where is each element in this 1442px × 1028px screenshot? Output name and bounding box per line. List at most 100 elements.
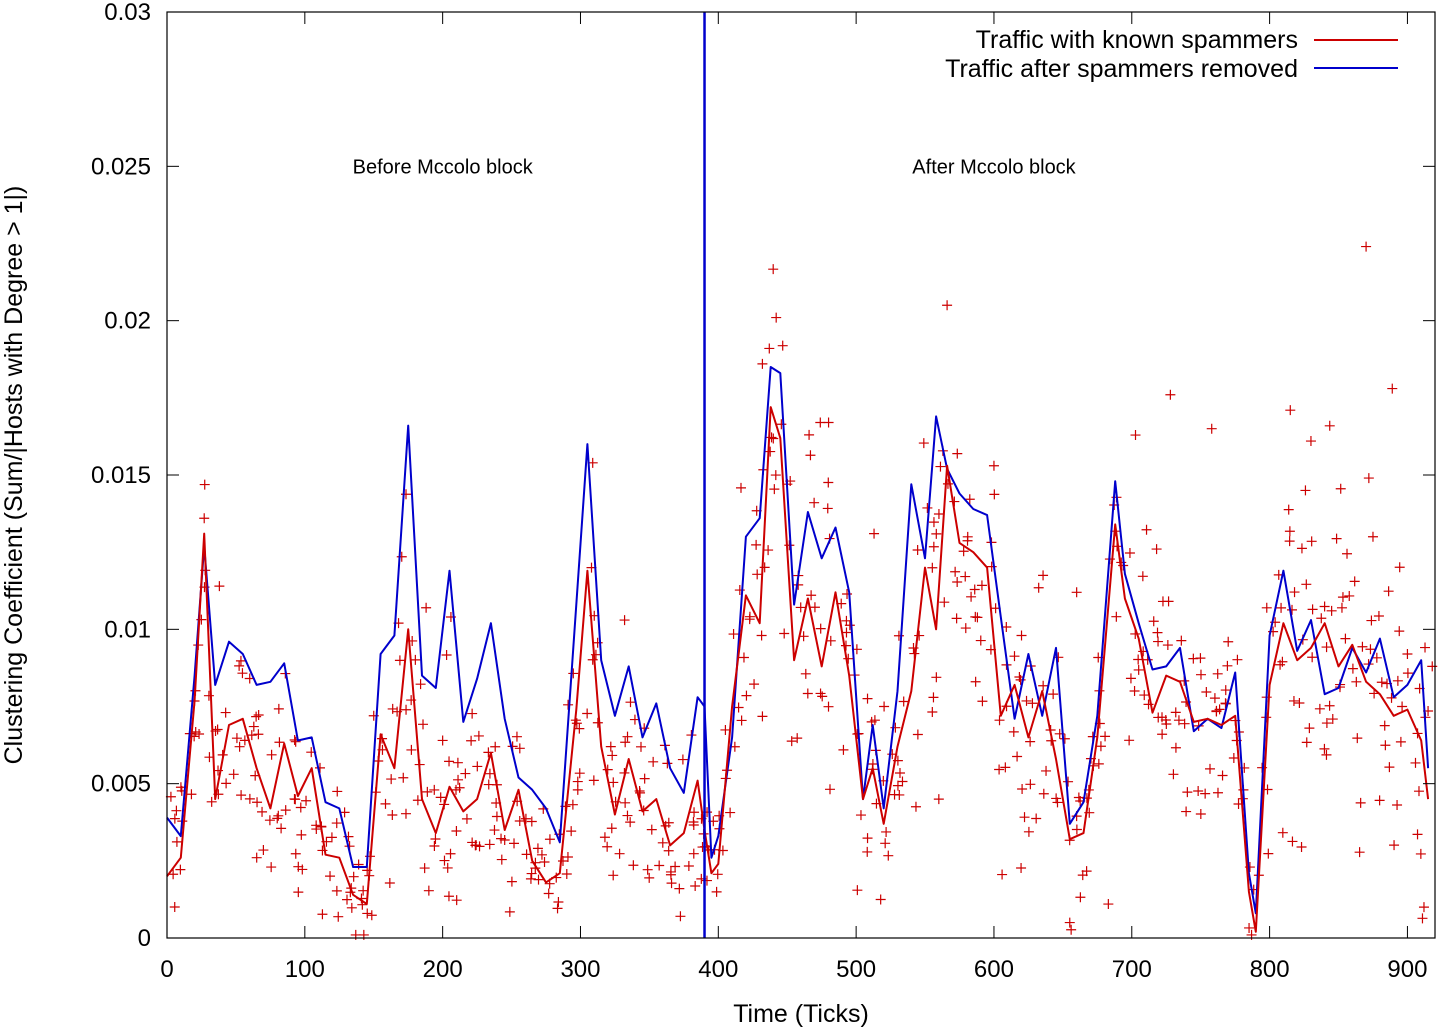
scatter-point (199, 479, 210, 490)
scatter-point (1228, 753, 1239, 764)
y-tick-label: 0.015 (91, 462, 151, 489)
scatter-point (1059, 733, 1070, 744)
scatter-point (295, 802, 306, 813)
scatter-point (1232, 654, 1243, 665)
scatter-point (1201, 686, 1212, 697)
scatter-point (1162, 640, 1173, 651)
scatter-point (1307, 652, 1318, 663)
scatter-point (1366, 615, 1377, 626)
scatter-outlier (869, 528, 880, 539)
scatter-point (1181, 806, 1192, 817)
scatter-point (893, 630, 904, 641)
scatter-point (588, 775, 599, 786)
scatter-point (206, 796, 217, 807)
scatter-outlier (1157, 729, 1168, 740)
scatter-point (526, 816, 537, 827)
scatter-point (1321, 642, 1332, 653)
scatter-point (1204, 763, 1215, 774)
scatter-point (976, 580, 987, 591)
scatter-point (614, 848, 625, 859)
scatter-point (1012, 751, 1023, 762)
scatter-point (1319, 743, 1330, 754)
scatter-point (401, 489, 412, 500)
scatter-point (326, 832, 337, 843)
scatter-point (914, 630, 925, 641)
scatter-outlier (1064, 917, 1075, 928)
scatter-point (1319, 601, 1330, 612)
y-axis-title: Clustering Coefficient (Sum/|Hosts with … (0, 186, 28, 765)
scatter-point (657, 837, 668, 848)
scatter-point (544, 834, 555, 845)
scatter-point (220, 707, 231, 718)
scatter-point (311, 820, 322, 831)
scatter-point (1321, 718, 1332, 729)
scatter-point (843, 653, 854, 664)
scatter-point (642, 864, 653, 875)
scatter-point (795, 602, 806, 613)
scatter-point (674, 883, 685, 894)
scatter-point (972, 612, 983, 623)
scatter-point (842, 588, 853, 599)
scatter-point (815, 623, 826, 634)
scatter-point (1354, 847, 1365, 858)
x-tick-label: 300 (560, 956, 600, 983)
scatter-outlier (1402, 649, 1413, 660)
scatter-point (1222, 660, 1233, 671)
scatter-point (1417, 913, 1428, 924)
scatter-point (894, 789, 905, 800)
y-tick-label: 0 (138, 925, 151, 952)
scatter-point (484, 839, 495, 850)
scatter-point (1000, 762, 1011, 773)
scatter-point (228, 769, 239, 780)
scatter-outlier (1071, 587, 1082, 598)
scatter-point (1031, 813, 1042, 824)
scatter-point (491, 811, 502, 822)
scatter-point (435, 792, 446, 803)
scatter-point (1023, 826, 1034, 837)
scatter-point (346, 902, 357, 913)
scatter-point (443, 891, 454, 902)
scatter-point (654, 860, 665, 871)
scatter-point (841, 627, 852, 638)
scatter-point (266, 749, 277, 760)
scatter-point (852, 885, 863, 896)
scatter-outlier (1361, 241, 1372, 252)
scatter-point (1111, 611, 1122, 622)
scatter-point (1182, 787, 1193, 798)
scatter-point (927, 707, 938, 718)
scatter-point (1170, 742, 1181, 753)
scatter-point (928, 517, 939, 528)
scatter-point (1033, 582, 1044, 593)
scatter-point (928, 692, 939, 703)
scatter-point (608, 777, 619, 788)
scatter-point (348, 871, 359, 882)
scatter-point (1324, 700, 1335, 711)
scatter-point (720, 724, 731, 735)
scatter-outlier (988, 460, 999, 471)
scatter-point (1263, 848, 1274, 859)
y-tick-label: 0.025 (91, 153, 151, 180)
scatter-point (1153, 636, 1164, 647)
scatter-point (384, 878, 395, 889)
legend-label-blue: Traffic after spammers removed (945, 55, 1298, 83)
scatter-point (970, 676, 981, 687)
scatter-point (768, 264, 779, 275)
scatter-point (280, 805, 291, 816)
scatter-point (331, 818, 342, 829)
scatter-point (248, 721, 259, 732)
scatter-point (1394, 562, 1405, 573)
scatter-point (1296, 543, 1307, 554)
scatter-point (499, 835, 510, 846)
scatter-point (452, 757, 463, 768)
scatter-point (809, 497, 820, 508)
scatter-point (400, 808, 411, 819)
scatter-point (1357, 641, 1368, 652)
scatter-point (1316, 613, 1327, 624)
scatter-point (474, 841, 485, 852)
scatter-point (894, 767, 905, 778)
scatter-point (1349, 576, 1360, 587)
scatter-point (770, 470, 781, 481)
scatter-point (690, 881, 701, 892)
scatter-point (989, 489, 1000, 500)
scatter-point (552, 903, 563, 914)
